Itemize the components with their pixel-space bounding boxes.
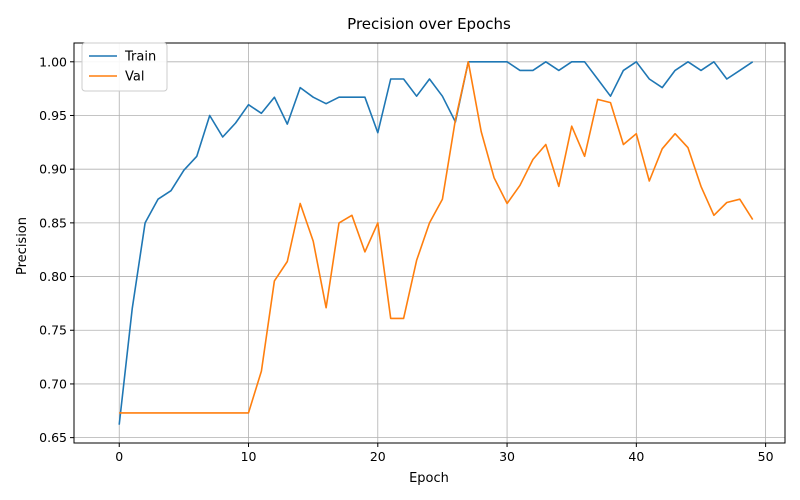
legend-label-val: Val [125, 70, 144, 85]
legend-label-train: Train [124, 50, 156, 65]
y-axis-label: Precision [15, 217, 30, 275]
plot-frame [73, 42, 786, 444]
legend-box [81, 42, 168, 92]
x-tick-label: 10 [241, 449, 257, 464]
chart-title: Precision over Epochs [347, 15, 511, 33]
y-tick-label: 1.00 [39, 54, 67, 69]
ticks: 0 10 20 30 40 50 0.65 0.70 0.75 0.80 0.85 0.90 0.95 1… [39, 54, 773, 464]
y-tick-label: 0.70 [39, 376, 67, 391]
series-lines [118, 60, 754, 425]
y-tick-label: 0.65 [39, 430, 67, 445]
grid [74, 43, 785, 443]
series-line-train [118, 60, 754, 425]
x-tick-label: 30 [499, 449, 515, 464]
x-tick-label: 50 [758, 449, 774, 464]
y-tick-label: 0.90 [39, 162, 67, 177]
y-tick-label: 0.80 [39, 269, 67, 284]
x-tick-label: 0 [115, 449, 123, 464]
y-tick-label: 0.95 [39, 108, 67, 123]
series-line-val [119, 60, 754, 414]
y-tick-label: 0.85 [39, 215, 67, 230]
x-axis-label: Epoch [409, 471, 449, 486]
x-tick-label: 40 [628, 449, 644, 464]
x-tick-label: 20 [370, 449, 386, 464]
legend: Train Val [81, 42, 168, 92]
y-tick-label: 0.75 [39, 323, 67, 338]
